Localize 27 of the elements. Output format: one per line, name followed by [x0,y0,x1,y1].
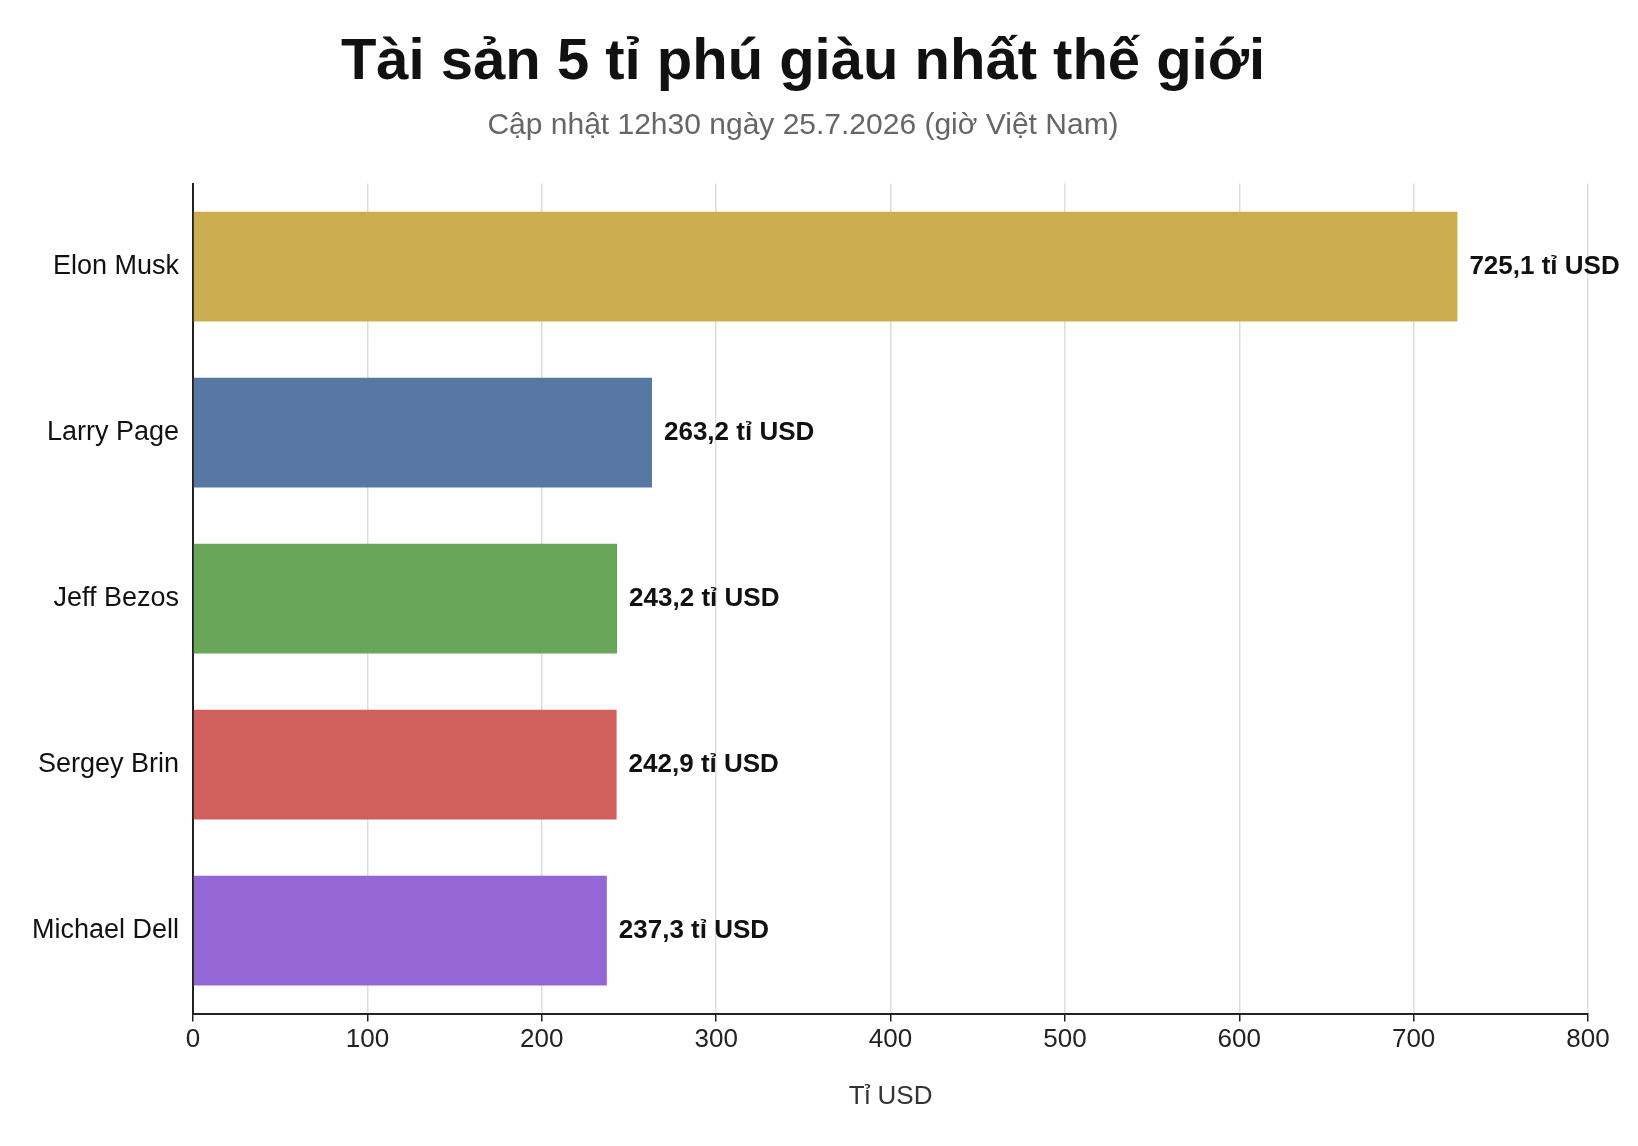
x-tick-label: 100 [345,1023,390,1054]
data-label: 237,3 tỉ USD [618,913,770,944]
data-label: 263,2 tỉ USD [663,415,815,446]
x-tick-label: 300 [694,1023,738,1054]
y-tick-label: Larry Page [46,416,180,447]
x-axis-title: Tỉ USD [848,1079,933,1110]
bar [193,377,652,488]
bar [193,543,618,654]
x-tick-label: 500 [1043,1023,1087,1054]
bar [193,875,607,986]
y-tick-label: Sergey Brin [37,748,180,779]
x-tick-label: 400 [868,1023,913,1054]
chart-title: Tài sản 5 tỉ phú giàu nhất thế giới [340,25,1266,91]
y-tick-label: Jeff Bezos [53,582,180,613]
x-tick-label: 800 [1566,1023,1610,1054]
x-tick-label: 200 [520,1023,564,1054]
data-label: 725,1 tỉ USD [1469,249,1620,280]
data-label: 243,2 tỉ USD [629,581,780,612]
y-tick-label: Michael Dell [31,914,180,945]
bar [193,709,617,820]
x-tick-label: 0 [185,1023,201,1054]
y-tick-label: Elon Musk [52,250,180,281]
data-label: 242,9 tỉ USD [628,747,779,778]
x-tick-label: 700 [1391,1023,1436,1054]
chart-subtitle: Cập nhật 12h30 ngày 25.7.2026 (giờ Việt Nam) [487,106,1119,140]
bar [193,211,1458,322]
x-tick-label: 600 [1217,1023,1261,1054]
